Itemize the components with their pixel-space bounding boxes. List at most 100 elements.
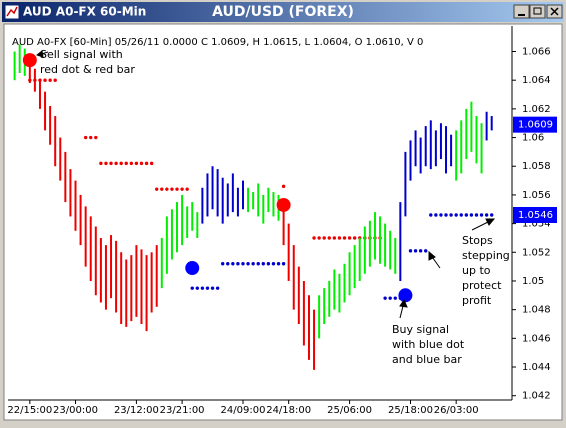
- x-tick-label: 25/18:00: [388, 405, 433, 416]
- y-tick-label: 1.056: [522, 190, 551, 201]
- stop-dot: [281, 184, 286, 189]
- restore-button[interactable]: [529, 4, 546, 19]
- stop-dot: [439, 213, 443, 217]
- annotation: red dot & red bar: [40, 63, 135, 76]
- minimize-button[interactable]: [513, 4, 530, 19]
- signal-dot: [185, 261, 200, 276]
- stop-dot: [383, 296, 387, 300]
- stop-dot: [393, 296, 397, 300]
- stop-dot: [170, 187, 174, 191]
- x-tick-label: 23/21:00: [160, 405, 205, 416]
- signal-dot: [398, 288, 413, 303]
- stop-dot: [256, 262, 260, 266]
- signal-dot: [276, 197, 291, 212]
- window-title: AUD A0-FX 60-Min: [23, 5, 146, 19]
- window-buttons[interactable]: [513, 4, 563, 19]
- stop-dot: [139, 161, 144, 166]
- stop-dot: [129, 161, 134, 166]
- stop-dot: [337, 236, 342, 240]
- annotation: Buy signal: [392, 323, 449, 336]
- chart-title: AUD/USD (FOREX): [212, 4, 354, 20]
- stop-dot: [454, 213, 458, 217]
- y-tick-label: 1.06: [522, 133, 544, 144]
- stop-dot: [210, 286, 215, 290]
- stop-dot: [489, 213, 494, 217]
- stop-dot: [144, 161, 149, 166]
- stop-dot: [94, 135, 98, 140]
- stop-dot: [322, 236, 326, 240]
- stop-dot: [155, 187, 159, 191]
- price-marker: [513, 116, 557, 133]
- stop-dot: [281, 262, 286, 266]
- plot: [13, 44, 494, 370]
- price-marker-label: 1.0609: [518, 120, 553, 131]
- stop-dot: [484, 213, 489, 217]
- stop-dot: [205, 286, 210, 290]
- y-tick-label: 1.044: [522, 362, 551, 373]
- stop-dot: [464, 213, 469, 217]
- stop-dot: [99, 161, 103, 166]
- stop-dot: [266, 262, 271, 266]
- stop-dot: [408, 249, 413, 253]
- stop-dot: [43, 78, 47, 82]
- stop-dot: [479, 213, 484, 217]
- stop-dot: [352, 236, 357, 240]
- annotation-arrows: [35, 50, 496, 319]
- stop-dot: [109, 161, 113, 166]
- stop-dot: [469, 213, 474, 217]
- stop-dot: [215, 286, 220, 290]
- stop-dot: [83, 135, 88, 140]
- x-tick-label: 23/12:00: [114, 405, 159, 416]
- annotation: Stops: [462, 234, 493, 247]
- stop-dot: [149, 161, 154, 166]
- restore-glyph: [533, 7, 542, 15]
- stop-dot: [327, 236, 331, 240]
- stop-dot: [434, 213, 438, 217]
- y-tick-label: 1.042: [522, 391, 551, 402]
- stop-dot: [185, 187, 189, 191]
- annotation: up to: [462, 264, 491, 277]
- stop-dot: [134, 161, 139, 166]
- stop-dot: [195, 286, 200, 290]
- stop-dot: [332, 236, 337, 240]
- y-tick-label: 1.05: [522, 276, 544, 287]
- stop-dot: [388, 296, 392, 300]
- annotation: stepping: [462, 249, 510, 262]
- x-tick-label: 26/03:00: [434, 405, 479, 416]
- stop-dot: [342, 236, 347, 240]
- y-tick-label: 1.052: [522, 247, 551, 258]
- annotation: and blue bar: [392, 353, 462, 366]
- stop-dot: [312, 236, 316, 240]
- x-tick-label: 23/00:00: [53, 405, 98, 416]
- price-marker: [513, 207, 557, 223]
- stop-dot: [89, 135, 93, 140]
- stop-dot: [251, 262, 255, 266]
- stop-dot: [261, 262, 265, 266]
- x-tick-label: 25/06:00: [327, 405, 372, 416]
- stop-dot: [459, 213, 463, 217]
- y-tick-label: 1.054: [522, 219, 551, 230]
- stop-dot: [317, 236, 321, 240]
- signal-dot: [22, 53, 37, 68]
- x-tick-label: 24/09:00: [221, 405, 266, 416]
- info-line: AUD A0-FX [60-Min] 05/26/11 0.0000 C 1.0…: [12, 37, 423, 48]
- stop-dot: [241, 262, 245, 266]
- x-tick-label: 24/18:00: [266, 405, 311, 416]
- stop-dot: [444, 213, 448, 217]
- stop-dot: [180, 187, 184, 191]
- stop-dot: [200, 286, 205, 290]
- close-glyph: [550, 7, 559, 16]
- stop-dot: [231, 262, 235, 266]
- stop-dot: [226, 262, 230, 266]
- y-tick-label: 1.048: [522, 305, 551, 316]
- stop-dot: [429, 213, 433, 217]
- stop-dot: [220, 262, 225, 266]
- stop-dot: [53, 78, 57, 82]
- stop-dot: [119, 161, 123, 166]
- window-icon-glyph: [6, 6, 18, 17]
- stop-dot: [276, 262, 281, 266]
- stop-dot: [474, 213, 479, 217]
- stop-dot: [413, 249, 418, 253]
- stop-dot: [424, 249, 428, 253]
